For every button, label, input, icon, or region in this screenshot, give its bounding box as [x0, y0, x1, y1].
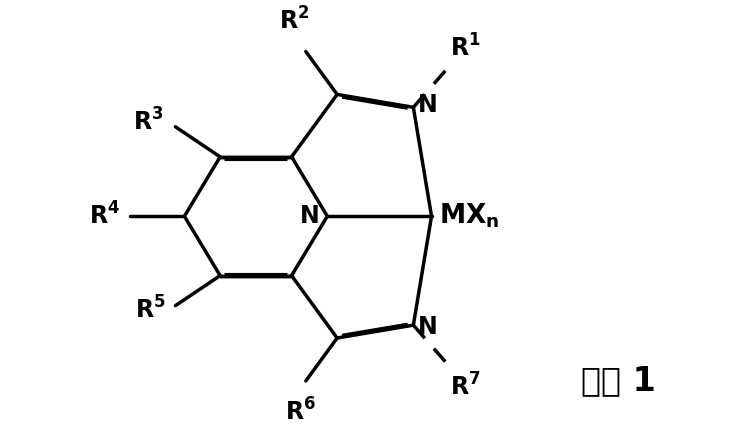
Text: R$\mathbf{^{5}}$: R$\mathbf{^{5}}$	[135, 297, 165, 324]
Text: R$\mathbf{^{1}}$: R$\mathbf{^{1}}$	[451, 34, 481, 61]
Text: N: N	[418, 315, 438, 339]
Text: R$\mathbf{^{4}}$: R$\mathbf{^{4}}$	[89, 203, 120, 230]
Text: R$\mathbf{^{2}}$: R$\mathbf{^{2}}$	[279, 7, 309, 34]
Text: 通式 1: 通式 1	[581, 365, 656, 397]
Text: R$\mathbf{^{7}}$: R$\mathbf{^{7}}$	[451, 373, 481, 400]
Text: N: N	[418, 94, 438, 117]
Text: R$\mathbf{^{3}}$: R$\mathbf{^{3}}$	[133, 108, 163, 136]
Text: MX$_{\mathbf{n}}$: MX$_{\mathbf{n}}$	[440, 202, 500, 230]
Text: R$\mathbf{^{6}}$: R$\mathbf{^{6}}$	[285, 398, 316, 425]
Text: N: N	[300, 204, 320, 228]
